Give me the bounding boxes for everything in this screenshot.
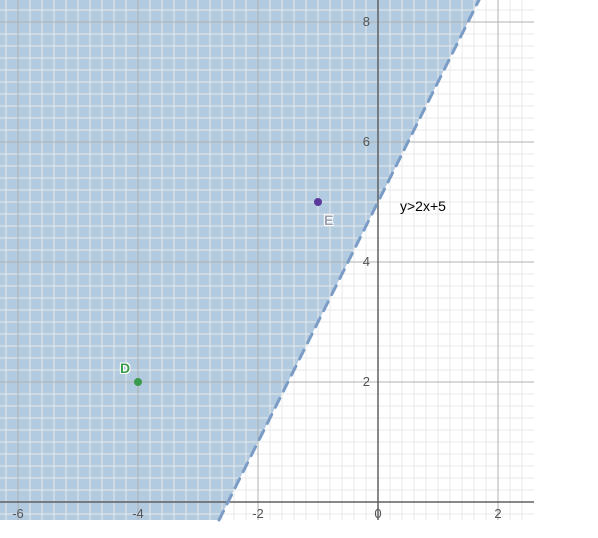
svg-text:-4: -4 [132, 506, 144, 521]
svg-text:6: 6 [363, 134, 370, 149]
svg-text:-6: -6 [12, 506, 24, 521]
point-label-E: E [324, 212, 333, 228]
point-label-D: D [120, 360, 130, 376]
inequality-label: y>2x+5 [400, 198, 446, 214]
chart-svg: -6 -4 -2 0 2 2 4 6 8 [0, 0, 598, 538]
inequality-chart: -6 -4 -2 0 2 2 4 6 8 y>2x+5 D E [0, 0, 598, 538]
svg-text:0: 0 [374, 506, 381, 521]
svg-text:2: 2 [363, 374, 370, 389]
svg-text:2: 2 [494, 506, 501, 521]
svg-text:-2: -2 [252, 506, 264, 521]
svg-text:8: 8 [363, 14, 370, 29]
svg-text:4: 4 [363, 254, 370, 269]
